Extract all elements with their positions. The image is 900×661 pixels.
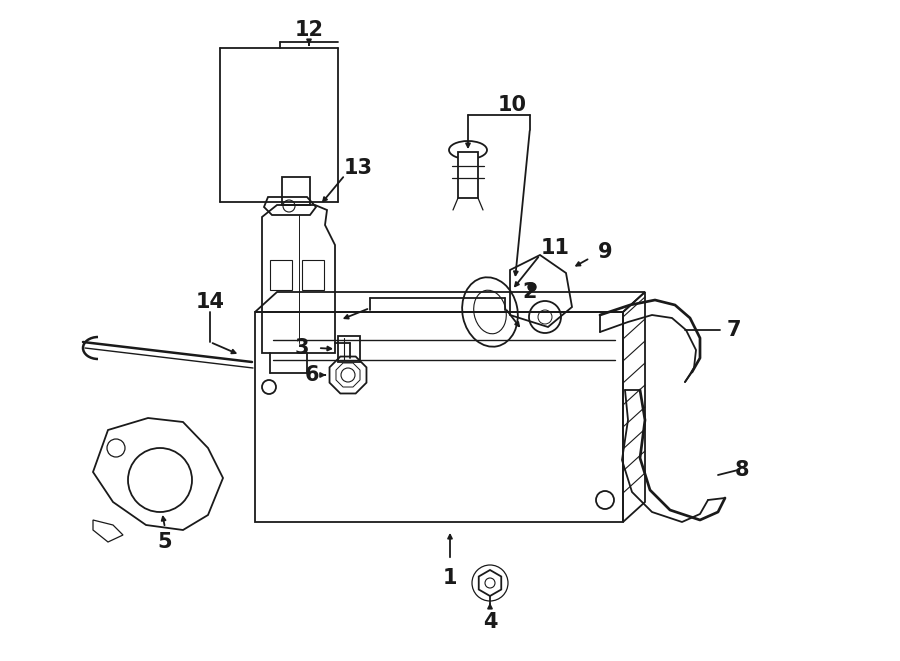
Text: 3: 3 (295, 338, 310, 358)
Text: 5: 5 (158, 532, 172, 552)
Text: 1: 1 (443, 568, 457, 588)
Bar (302, 260, 324, 290)
Text: 12: 12 (294, 20, 323, 40)
Text: 9: 9 (598, 242, 612, 262)
Bar (282, 177, 310, 205)
Bar (458, 152, 478, 198)
Text: 13: 13 (344, 158, 373, 178)
Text: 2: 2 (523, 282, 537, 302)
Text: 4: 4 (482, 612, 497, 632)
Text: 6: 6 (305, 365, 320, 385)
Ellipse shape (449, 141, 487, 159)
Text: 14: 14 (195, 292, 224, 312)
Circle shape (528, 283, 536, 291)
Text: 8: 8 (734, 460, 749, 480)
Text: 11: 11 (541, 238, 570, 258)
Bar (270, 260, 292, 290)
Text: 10: 10 (498, 95, 526, 115)
Text: 7: 7 (727, 320, 742, 340)
